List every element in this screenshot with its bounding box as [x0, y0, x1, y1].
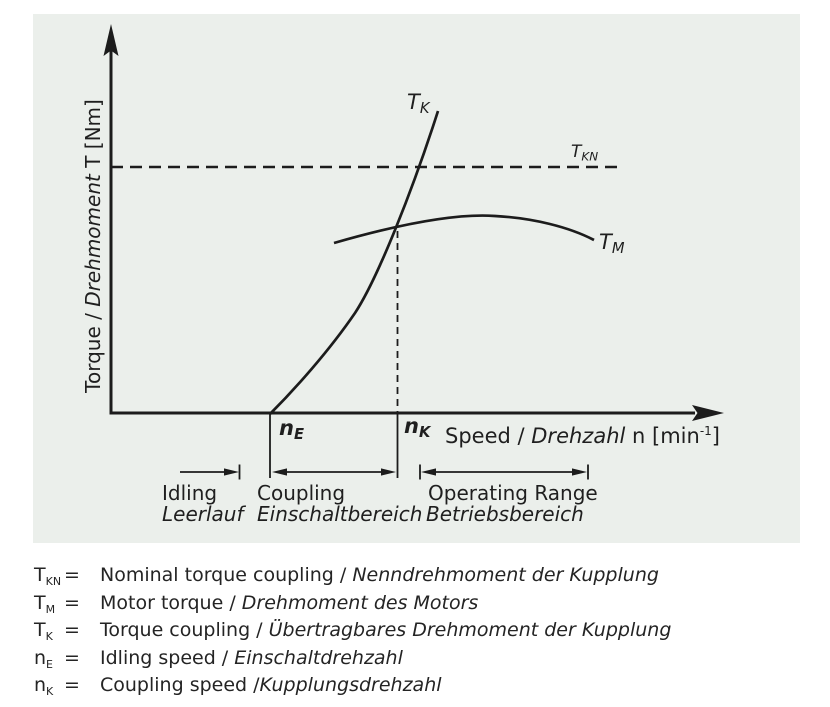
range-label-coupling-de: Einschaltbereich — [257, 502, 423, 526]
legend-equals: = — [64, 619, 80, 641]
legend-text: Nominal torque coupling / Nenndrehmoment… — [100, 564, 659, 586]
idling-range-dimension — [180, 464, 241, 480]
legend-equals: = — [64, 674, 80, 696]
legend-text: Idling speed / Einschaltdrehzahl — [100, 646, 403, 669]
range-label-idling-en: Idling — [162, 481, 218, 505]
legend-equals: = — [64, 646, 80, 669]
legend-text: Motor torque / Drehmoment des Motors — [100, 591, 479, 614]
legend-symbol: nK — [34, 674, 54, 698]
legend-symbol: TK — [34, 619, 53, 643]
chart-panel: Torque / Drehmoment T [Nm] Speed / Drehz… — [33, 14, 800, 543]
legend: TKN = Nominal torque coupling / Nenndrehmo… — [34, 562, 671, 700]
legend-text: Torque coupling / Übertragbares Drehmome… — [100, 619, 672, 641]
range-label-idling-de: Leerlauf — [162, 502, 244, 526]
legend-text: Coupling speed /Kupplungsdrehzahl — [100, 674, 442, 696]
x-axis-label: Speed / Drehzahl n [min-1] — [445, 424, 720, 448]
tm-curve-label: TM — [599, 230, 625, 258]
y-axis-label: Torque / Drehmoment T [Nm] — [81, 99, 105, 393]
x-axis-unit-superscript: -1 — [699, 424, 712, 438]
torque-speed-chart-svg — [103, 24, 724, 480]
legend-equals: = — [64, 591, 80, 614]
legend-row-tk: TK = Torque coupling / Übertragbares Drehm… — [34, 617, 671, 645]
x-axis-arrowhead — [692, 405, 724, 421]
tk-curve-label: TK — [407, 90, 430, 118]
tm-curve — [333, 214, 595, 245]
range-label-coupling-en: Coupling — [257, 481, 346, 505]
legend-symbol: TM — [34, 591, 56, 616]
tkn-line-label: TKN — [571, 142, 599, 164]
ne-axis-label: nE — [279, 416, 304, 444]
legend-symbol: nE — [34, 646, 53, 671]
y-axis-arrowhead — [103, 24, 119, 56]
legend-row-tkn: TKN = Nominal torque coupling / Nenndrehmo… — [34, 562, 671, 590]
nk-axis-label: nK — [404, 414, 431, 442]
tk-curve — [269, 110, 440, 415]
legend-row-tm: TM = Motor torque / Drehmoment des Motors — [34, 590, 671, 618]
range-label-operating-de: Betriebsbereich — [426, 502, 584, 526]
range-label-operating-en: Operating Range — [428, 481, 598, 505]
legend-equals: = — [64, 564, 80, 586]
legend-row-nk: nK = Coupling speed /Kupplungsdrehzahl — [34, 672, 671, 700]
operating-range-dimension — [419, 464, 589, 480]
coupling-range-dimension — [269, 413, 399, 478]
legend-row-ne: nE = Idling speed / Einschaltdrehzahl — [34, 645, 671, 673]
legend-symbol: TKN — [34, 564, 62, 588]
